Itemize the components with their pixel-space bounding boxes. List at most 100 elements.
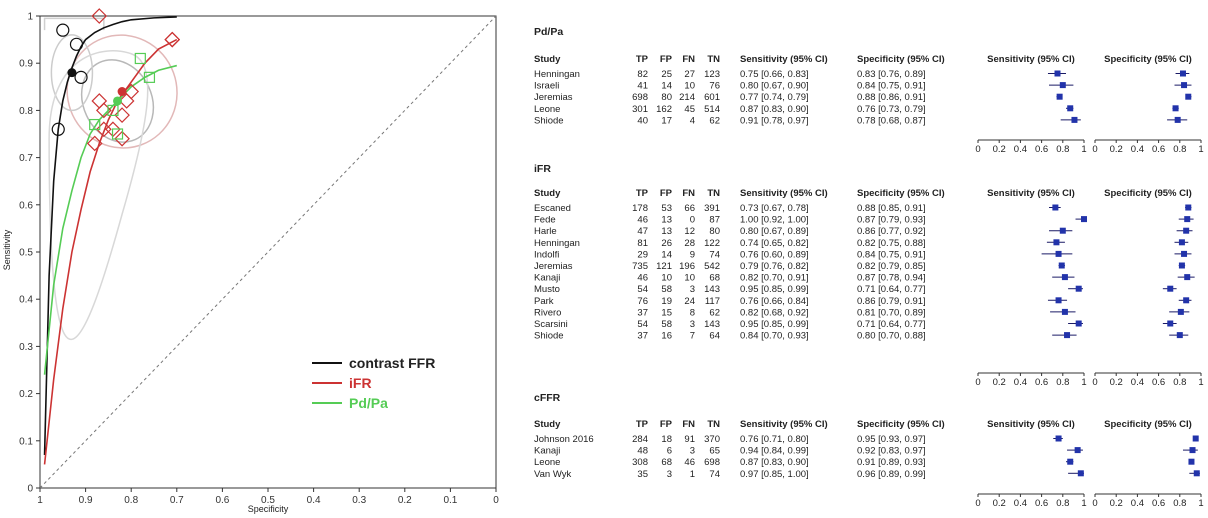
sensitivity-ci: 0.95 [0.85, 0.99] xyxy=(740,284,809,295)
table-row: Leone 308 68 46 698 0.87 [0.83, 0.90] 0.91 [0.… xyxy=(534,457,1195,468)
fn-value: 3 xyxy=(690,319,695,330)
fp-value: 68 xyxy=(661,457,672,468)
study-name: Jeremias xyxy=(534,261,573,272)
fp-value: 58 xyxy=(661,284,672,295)
table-row: Shiode 37 16 7 64 0.84 [0.70, 0.93] 0.80 [0.70… xyxy=(534,331,1189,342)
specificity-point xyxy=(1184,274,1191,281)
forest-section-ifr: iFR Study TP FP FN TN Sensitivity (95% CI) Spec… xyxy=(534,163,1204,388)
specificity-ci: 0.71 [0.64, 0.77] xyxy=(857,319,926,330)
study-point-pdpa xyxy=(111,128,124,140)
study-point-ifr xyxy=(123,83,140,100)
sensitivity-point xyxy=(1052,204,1059,211)
axis-tick-label: 0.2 xyxy=(1110,498,1123,509)
specificity-axis: 0 0.2 0.4 0.6 0.8 1 xyxy=(1092,493,1204,509)
sensitivity-ci: 0.76 [0.66, 0.84] xyxy=(740,296,809,307)
axis-tick-label: 0.4 xyxy=(1014,498,1027,509)
table-row: Henningan 81 26 28 122 0.74 [0.65, 0.82] 0.82 … xyxy=(534,238,1189,249)
specificity-point xyxy=(1172,105,1179,112)
study-point-ifr xyxy=(164,31,181,48)
study-name: Jeremias xyxy=(534,92,573,103)
y-tick-label: 0.3 xyxy=(19,342,33,353)
table-row: Johnson 2016 284 18 91 370 0.76 [0.71, 0.80] 0… xyxy=(534,434,1199,445)
table-row: Rivero 37 15 8 62 0.82 [0.68, 0.92] 0.81 [0.70… xyxy=(534,307,1190,318)
sroc-y-axis-label: Sensitivity xyxy=(2,229,12,270)
sroc-axes: 1 0.9 0.8 0.7 0.6 0.5 0.4 0.3 0.2 0.1 0 0 0.1 0.2 0.3 0… xyxy=(19,12,499,507)
x-tick-label: 0.9 xyxy=(79,495,93,506)
fn-value: 91 xyxy=(684,434,695,445)
sensitivity-axis: 0 0.2 0.4 0.6 0.8 1 xyxy=(975,372,1087,388)
study-name: Harle xyxy=(534,226,557,237)
table-row: Shiode 40 17 4 62 0.91 [0.78, 0.97] 0.78 [0.68… xyxy=(534,115,1188,126)
sensitivity-point xyxy=(1053,239,1060,246)
sensitivity-ci: 0.79 [0.76, 0.82] xyxy=(740,261,809,272)
column-header: TN xyxy=(707,188,720,199)
fn-value: 3 xyxy=(690,284,695,295)
table-row: Van Wyk 35 3 1 74 0.97 [0.85, 1.00] 0.96 [0.89… xyxy=(534,469,1200,480)
fn-value: 3 xyxy=(690,446,695,457)
table-row: Fede 46 13 0 87 1.00 [0.92, 1.00] 0.87 [0.79, … xyxy=(534,215,1194,226)
y-tick-label: 0.4 xyxy=(19,295,33,306)
specificity-point xyxy=(1167,285,1174,292)
y-tick-label: 0.7 xyxy=(19,153,33,164)
study-name: Shiode xyxy=(534,331,564,342)
specificity-panel-header: Specificity (95% CI) xyxy=(1104,419,1192,430)
tn-value: 74 xyxy=(709,469,720,480)
axis-tick-label: 0.4 xyxy=(1014,377,1027,388)
axis-tick-label: 0.2 xyxy=(993,377,1006,388)
fp-value: 14 xyxy=(661,249,672,260)
tp-value: 41 xyxy=(637,81,648,92)
fp-value: 13 xyxy=(661,215,672,226)
tn-value: 68 xyxy=(709,273,720,284)
fn-value: 214 xyxy=(679,92,695,103)
axis-tick-label: 0.4 xyxy=(1131,498,1144,509)
legend-label-contrast-ffr: contrast FFR xyxy=(349,355,435,371)
sensitivity-point xyxy=(1054,70,1061,77)
sensitivity-axis: 0 0.2 0.4 0.6 0.8 1 xyxy=(975,493,1087,509)
tn-value: 65 xyxy=(709,446,720,457)
axis-tick-label: 1 xyxy=(1198,377,1203,388)
specificity-point xyxy=(1185,204,1192,211)
axis-tick-label: 0.6 xyxy=(1035,377,1048,388)
specificity-ci: 0.80 [0.70, 0.88] xyxy=(857,331,926,342)
tp-value: 46 xyxy=(637,273,648,284)
axis-tick-label: 1 xyxy=(1081,377,1086,388)
study-name: Kanaji xyxy=(534,273,560,284)
x-tick-label: 0.8 xyxy=(124,495,138,506)
sensitivity-panel-header: Sensitivity (95% CI) xyxy=(987,54,1075,65)
table-row: Park 76 19 24 117 0.76 [0.66, 0.84] 0.86 [0.79… xyxy=(534,296,1192,307)
axis-tick-label: 1 xyxy=(1081,144,1086,155)
sensitivity-ci: 0.87 [0.83, 0.90] xyxy=(740,457,809,468)
column-header: TN xyxy=(707,54,720,65)
table-row: Jeremias 698 80 214 601 0.77 [0.74, 0.79] 0.88… xyxy=(534,92,1192,103)
fp-value: 6 xyxy=(667,446,672,457)
tp-value: 81 xyxy=(637,238,648,249)
y-tick-label: 0.1 xyxy=(19,436,33,447)
fn-value: 46 xyxy=(684,457,695,468)
sensitivity-point xyxy=(1071,116,1078,123)
fp-value: 58 xyxy=(661,319,672,330)
fp-value: 121 xyxy=(656,261,672,272)
tn-value: 143 xyxy=(704,319,720,330)
summary-point-pdpa xyxy=(113,96,123,106)
specificity-point xyxy=(1183,227,1190,234)
fn-value: 9 xyxy=(690,249,695,260)
tp-value: 48 xyxy=(637,446,648,457)
fp-value: 53 xyxy=(661,203,672,214)
sensitivity-ci: 0.82 [0.70, 0.91] xyxy=(740,273,809,284)
fn-value: 28 xyxy=(684,238,695,249)
specificity-axis: 0 0.2 0.4 0.6 0.8 1 xyxy=(1092,139,1204,155)
specificity-ci: 0.92 [0.83, 0.97] xyxy=(857,446,926,457)
sensitivity-ci: 0.94 [0.84, 0.99] xyxy=(740,446,809,457)
y-tick-label: 0.9 xyxy=(19,59,33,70)
sensitivity-ci: 0.91 [0.78, 0.97] xyxy=(740,115,809,126)
sensitivity-ci: 0.77 [0.74, 0.79] xyxy=(740,92,809,103)
fn-value: 4 xyxy=(690,115,695,126)
study-point-pdpa xyxy=(134,52,146,65)
column-header: Study xyxy=(534,419,561,430)
column-header: Sensitivity (95% CI) xyxy=(740,54,828,65)
specificity-ci: 0.86 [0.79, 0.91] xyxy=(857,296,926,307)
axis-tick-label: 0.8 xyxy=(1056,377,1069,388)
tp-value: 46 xyxy=(637,215,648,226)
specificity-point xyxy=(1178,262,1185,269)
fp-value: 19 xyxy=(661,296,672,307)
